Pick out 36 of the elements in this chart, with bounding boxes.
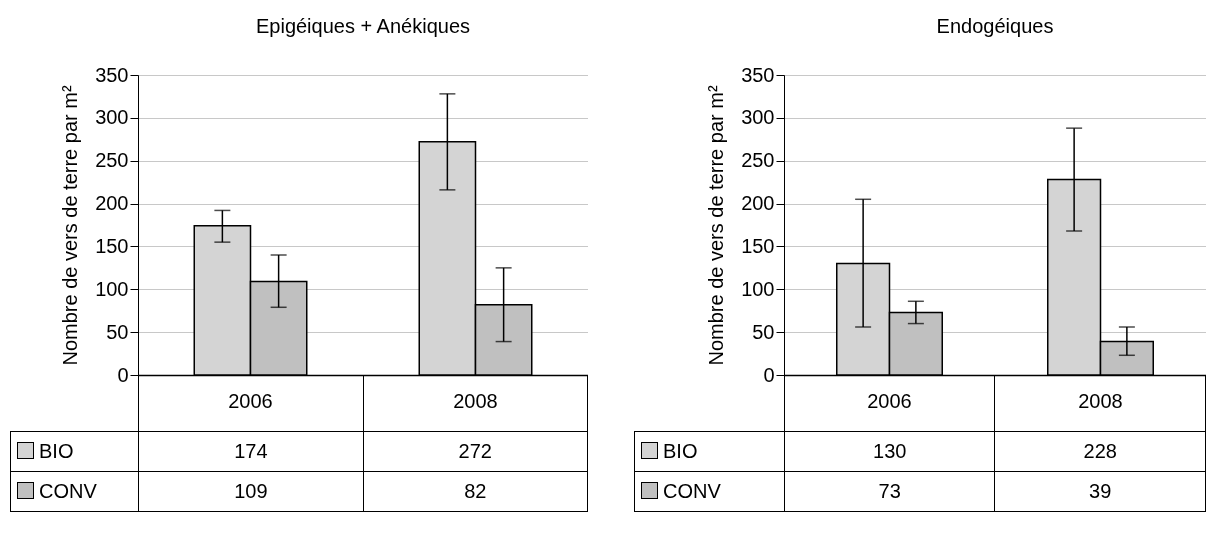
legend-label: BIO	[10, 431, 139, 471]
data-label: 39	[994, 471, 1206, 511]
data-label: 228	[994, 431, 1206, 471]
x-tick-label: 2006	[228, 389, 273, 412]
legend-label: CONV	[10, 471, 139, 511]
y-tick-label: 0	[117, 363, 129, 386]
x-tick-label: 2008	[453, 389, 498, 412]
data-label: 130	[784, 431, 995, 471]
x-tick-label: 2006	[867, 389, 912, 412]
y-tick-label: 50	[752, 320, 775, 343]
y-tick-label: 200	[741, 192, 775, 215]
y-tick-label: 150	[95, 234, 129, 257]
y-tick-label: 250	[741, 149, 775, 172]
y-tick-label: 350	[741, 63, 775, 86]
data-label: 109	[138, 471, 364, 511]
chart-title: Epigéiques + Anékiques	[255, 15, 471, 37]
y-axis-title: Nombre de vers de terre par m²	[59, 85, 82, 366]
y-tick-label: 250	[95, 149, 129, 172]
legend-label: CONV	[634, 471, 785, 511]
data-label: 82	[363, 471, 588, 511]
y-axis-title: Nombre de vers de terre par m²	[705, 85, 728, 366]
y-tick-label: 0	[763, 363, 775, 386]
data-label: 272	[363, 431, 588, 471]
data-label: 174	[138, 431, 364, 471]
chart-title: Endogéiques	[936, 15, 1054, 37]
x-tick-label: 2008	[1078, 389, 1123, 412]
y-tick-label: 100	[741, 277, 775, 300]
y-tick-label: 100	[95, 277, 129, 300]
y-tick-label: 300	[95, 106, 129, 129]
legend-label: BIO	[634, 431, 785, 471]
y-tick-label: 50	[106, 320, 129, 343]
y-tick-label: 200	[95, 192, 129, 215]
y-tick-label: 150	[741, 234, 775, 257]
y-tick-label: 300	[741, 106, 775, 129]
y-tick-label: 350	[95, 63, 129, 86]
data-label: 73	[784, 471, 995, 511]
